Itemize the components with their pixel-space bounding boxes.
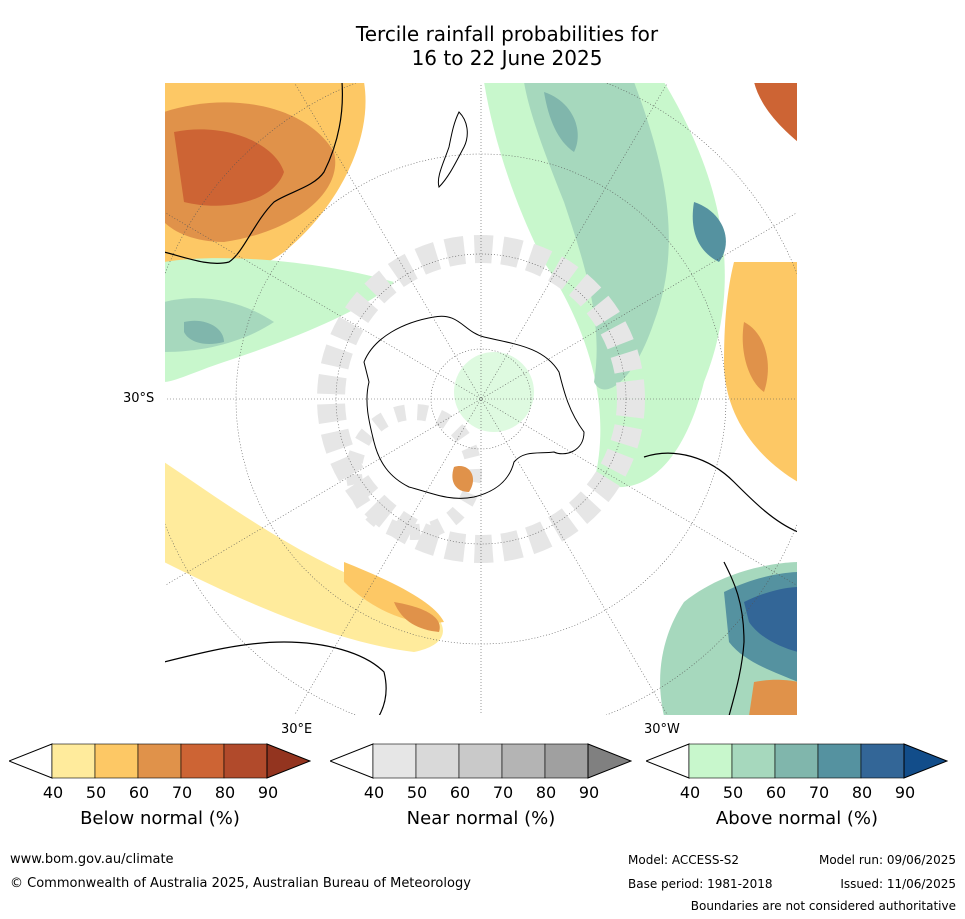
above-normal-region — [524, 82, 669, 390]
footer-issued: Issued: 11/06/2025 — [840, 877, 956, 891]
tick-label: 90 — [578, 783, 600, 802]
below-normal-region — [452, 466, 474, 492]
colorbar-bin — [223, 743, 268, 779]
below-normal-region — [394, 602, 440, 632]
colorbar-bin — [51, 743, 96, 779]
south-america-coastline — [643, 452, 798, 716]
title-line-1: Tercile rainfall probabilities for — [355, 22, 659, 46]
tick-label: 40 — [42, 783, 64, 802]
footer-model: Model: ACCESS-S2 — [628, 853, 740, 867]
below-normal-region — [174, 129, 284, 206]
colorbar-bin — [180, 743, 225, 779]
colorbar-bin — [458, 743, 503, 779]
below-normal-region — [754, 82, 798, 142]
colorbar-extend-low — [9, 743, 53, 779]
colorbar-below-label: Below normal (%) — [80, 808, 240, 829]
colorbar-bin — [137, 743, 182, 779]
footer-base-period: Base period: 1981-2018 — [628, 877, 773, 891]
above-normal-region — [544, 92, 578, 152]
tick-label: 70 — [808, 783, 830, 802]
tick-label: 50 — [722, 783, 744, 802]
above-normal-region — [184, 320, 224, 344]
colorbar-bin — [94, 743, 139, 779]
tick-label: 90 — [894, 783, 916, 802]
africa-coastline — [164, 641, 387, 716]
australia-coastline — [164, 82, 343, 264]
colorbar-bin — [731, 743, 776, 779]
tick-label: 80 — [851, 783, 873, 802]
near-normal-region — [317, 235, 645, 563]
tick-label: 90 — [257, 783, 279, 802]
tick-label: 60 — [449, 783, 471, 802]
chart-title: Tercile rainfall probabilities for 16 to… — [0, 22, 965, 70]
colorbar-below-normal-scale — [9, 743, 311, 779]
colorbar-bin — [688, 743, 733, 779]
colorbar-bin — [544, 743, 589, 779]
colorbar-bin — [415, 743, 460, 779]
colorbar-near-normal-scale — [330, 743, 632, 779]
tick-label: 60 — [128, 783, 150, 802]
above-normal-region — [164, 258, 394, 382]
probability-map — [164, 82, 798, 716]
colorbar-above-normal-scale — [646, 743, 948, 779]
colorbar-extend-high — [903, 743, 948, 779]
colorbar-extend-high — [587, 743, 632, 779]
tick-label: 70 — [492, 783, 514, 802]
below-normal-region — [749, 679, 798, 716]
near-normal-region — [346, 404, 482, 540]
lat-label-30s: 30°S — [123, 391, 155, 406]
footer-model-run: Model run: 09/06/2025 — [818, 853, 956, 867]
footer-url: www.bom.gov.au/climate — [10, 852, 174, 867]
antarctica-coastline — [363, 315, 585, 499]
tick-label: 40 — [679, 783, 701, 802]
title-line-2: 16 to 22 June 2025 — [411, 46, 603, 70]
tick-label: 50 — [85, 783, 107, 802]
colorbar-bin — [501, 743, 546, 779]
colorbar-near-label: Near normal (%) — [406, 808, 556, 829]
lon-label-30w: 30°W — [644, 722, 680, 737]
tick-label: 40 — [363, 783, 385, 802]
tick-label: 70 — [171, 783, 193, 802]
above-normal-region — [692, 202, 726, 262]
above-normal-region — [744, 587, 798, 652]
tick-label: 60 — [765, 783, 787, 802]
colorbar-extend-high — [266, 743, 311, 779]
footer-disclaimer: Boundaries are not considered authoritat… — [690, 899, 956, 913]
above-normal-region — [454, 352, 534, 432]
colorbar-bin — [817, 743, 862, 779]
tick-label: 80 — [535, 783, 557, 802]
colorbar-above-label: Above normal (%) — [715, 808, 879, 829]
colorbar-bin — [860, 743, 905, 779]
below-normal-region — [742, 322, 768, 392]
tick-label: 50 — [406, 783, 428, 802]
colorbar-extend-low — [646, 743, 690, 779]
footer-copyright: © Commonwealth of Australia 2025, Austra… — [10, 876, 471, 891]
below-normal-region — [344, 562, 444, 623]
colorbar-bin — [774, 743, 819, 779]
new-zealand-coastline — [437, 111, 468, 188]
colorbar-bin — [372, 743, 417, 779]
tick-label: 80 — [214, 783, 236, 802]
lon-label-30e: 30°E — [281, 722, 313, 737]
colorbar-extend-low — [330, 743, 374, 779]
